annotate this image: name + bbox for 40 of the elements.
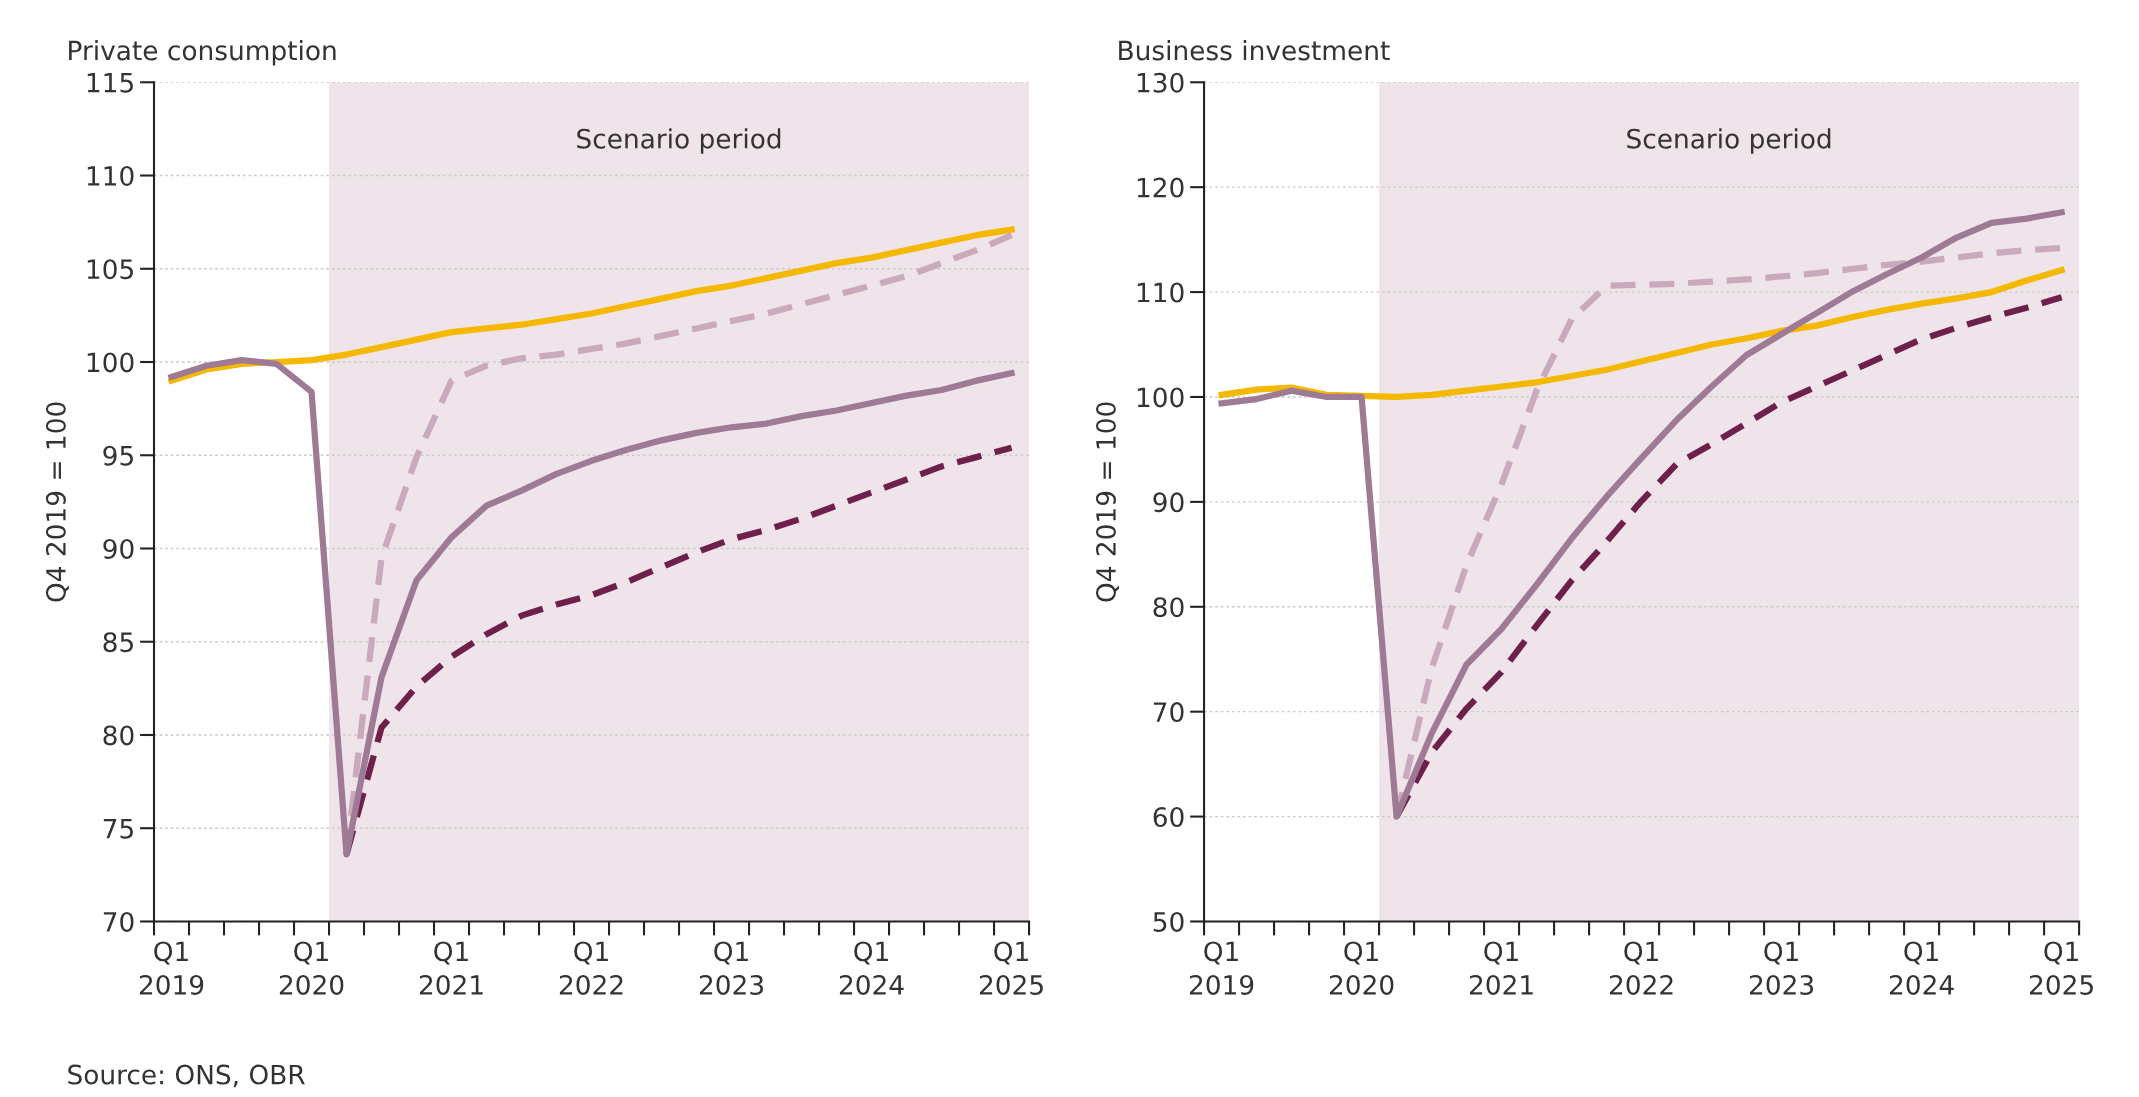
y-axis-title: Q4 2019 = 100 <box>45 402 69 602</box>
x-tick-label: Q1 2022 <box>559 941 623 995</box>
x-tick-label: Q1 2022 <box>1609 941 1673 995</box>
y-tick-label: 120 <box>1137 177 1184 198</box>
y-tick-label: 110 <box>1137 282 1184 303</box>
x-tick-label: Q1 2019 <box>1189 941 1254 995</box>
y-tick-label: 115 <box>87 73 133 93</box>
y-axis-title: Q4 2019 = 100 <box>1095 402 1119 602</box>
y-tick-label: 110 <box>87 165 134 186</box>
y-tick-label: 90 <box>1153 492 1184 513</box>
band-label: Scenario period <box>1627 128 1831 154</box>
x-tick-label: Q1 2021 <box>1469 941 1533 995</box>
x-tick-label: Q1 2019 <box>139 941 204 995</box>
x-tick-label: Q1 2025 <box>2029 941 2093 995</box>
source-note: Source: ONS, OBR <box>68 1064 305 1088</box>
x-tick-label: Q1 2024 <box>839 941 904 995</box>
x-tick-label: Q1 2023 <box>699 941 763 995</box>
x-tick-label: Q1 2021 <box>419 941 483 995</box>
y-tick-label: 85 <box>103 632 133 653</box>
band-label: Scenario period <box>577 128 781 154</box>
y-tick-label: 75 <box>103 819 133 839</box>
y-tick-label: 95 <box>103 445 133 466</box>
x-tick-label: Q1 2020 <box>279 941 344 995</box>
y-tick-label: 100 <box>87 352 134 373</box>
y-tick-label: 100 <box>1137 387 1184 408</box>
y-tick-label: 105 <box>87 259 133 280</box>
y-tick-label: 70 <box>1153 702 1184 723</box>
y-tick-label: 60 <box>1153 807 1184 827</box>
chart-title: Business investment <box>1119 40 1390 61</box>
x-tick-label: Q1 2020 <box>1329 941 1394 995</box>
x-tick-label: Q1 2023 <box>1749 941 1814 995</box>
x-tick-label: Q1 2024 <box>1889 941 1954 995</box>
y-tick-label: 70 <box>103 911 134 932</box>
y-tick-label: 90 <box>103 538 134 559</box>
chart-title: Private consumption <box>69 40 336 66</box>
y-tick-label: 130 <box>1137 72 1184 93</box>
y-tick-label: 50 <box>1153 911 1184 932</box>
y-tick-label: 80 <box>1153 597 1184 618</box>
x-tick-label: Q1 2025 <box>979 941 1043 995</box>
y-tick-label: 80 <box>103 725 134 746</box>
